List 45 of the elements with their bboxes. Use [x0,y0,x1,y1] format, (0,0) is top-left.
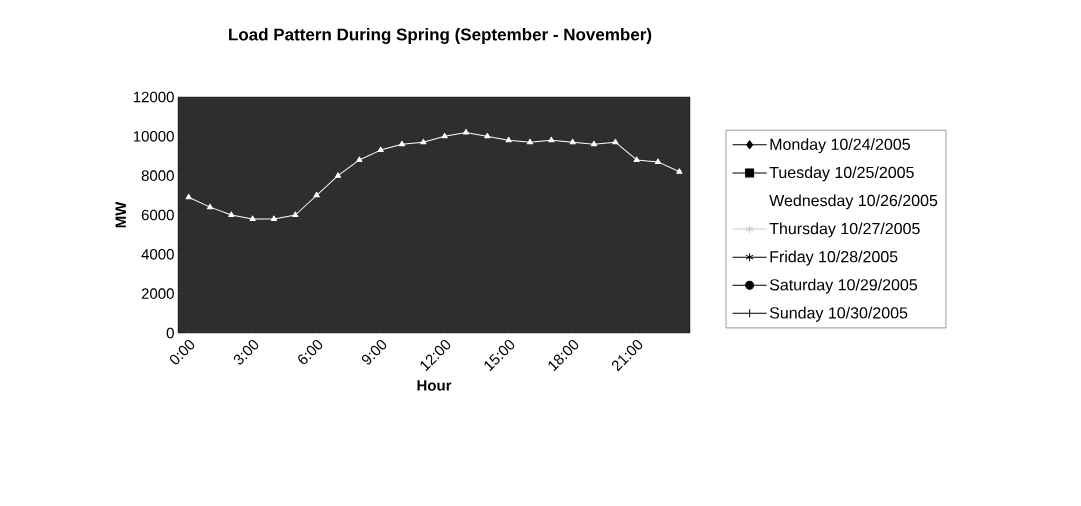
legend-label: Thursday 10/27/2005 [769,222,920,238]
x-tick-label: 0:00 [169,339,195,365]
point [505,136,512,143]
point [462,128,470,135]
y-axis-title: MW [115,201,126,228]
point [654,158,662,164]
text: Wednesday 10/26/2005 [769,194,938,210]
point [313,191,320,198]
point [633,156,640,162]
y-tick-label: 8000 [141,170,174,181]
point [590,140,598,147]
y-tick-label: 0 [166,327,174,339]
point [612,138,619,145]
point [228,211,235,217]
y-tick-label: 12000 [133,91,174,103]
legend-label: Tuesday 10/25/2005 [769,166,914,182]
point [441,132,448,139]
point [526,138,534,145]
point [548,136,555,143]
y-tick-label: 10000 [133,131,174,142]
y-tick-label: 2000 [141,288,174,299]
point [398,140,406,147]
x-tick-label: 6:00 [298,339,323,365]
legend-label: Friday 10/28/2005 [770,250,898,266]
point [185,193,192,200]
point [334,172,342,178]
point [569,138,576,145]
point [676,168,683,174]
y-tick-label: 6000 [141,209,174,221]
point [420,138,427,145]
y-tick-label: 4000 [141,249,174,260]
point [356,156,363,162]
legend-label: Monday 10/24/2005 [770,138,910,154]
legend-label: Saturday 10/29/2005 [769,278,918,294]
point [249,215,256,221]
x-tick-label: 3:00 [233,339,259,365]
x-tick-label: 9:00 [361,339,387,365]
point [484,132,491,139]
point [270,215,278,221]
x-axis-title: Hour [417,380,452,391]
legend-label: Sunday 10/30/2005 [769,306,908,322]
point [377,146,384,153]
point [292,211,299,217]
chart-title: Load Pattern During Spring (September - November) [229,28,652,44]
point [206,203,214,210]
